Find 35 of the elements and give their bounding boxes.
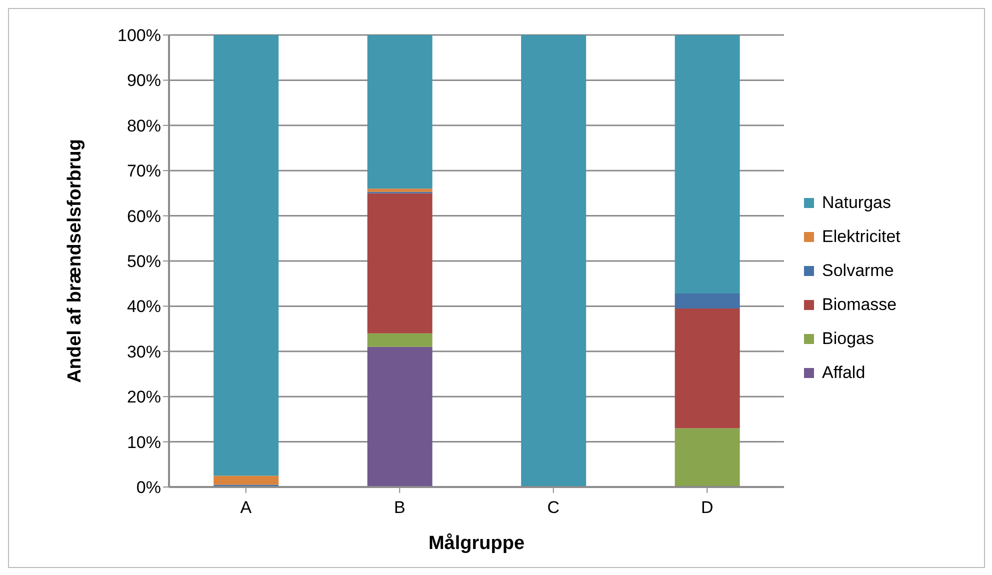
bar (367, 193, 432, 334)
x-axis-title: Målgruppe (428, 533, 525, 554)
x-tick-label: B (394, 498, 406, 518)
y-tick-label: 80% (126, 116, 161, 136)
legend-label: Naturgas (822, 193, 891, 213)
x-tick-label: D (700, 498, 714, 518)
x-tick-label: A (240, 498, 252, 518)
y-tick-label: 90% (126, 71, 161, 90)
y-tick-label: 10% (126, 432, 161, 452)
y-tick-label: 60% (126, 206, 161, 226)
bar (367, 188, 432, 192)
bar (674, 308, 740, 428)
bar (674, 35, 740, 294)
y-tick-label: 70% (126, 162, 161, 181)
legend-label: Affald (822, 363, 866, 383)
legend-label: Biogas (822, 329, 874, 349)
legend-label: Elektricitet (822, 227, 900, 247)
y-tick-label: 30% (126, 342, 161, 362)
bar (367, 333, 432, 347)
bar (214, 35, 279, 476)
y-tick-label: 20% (126, 388, 161, 407)
bar (367, 346, 432, 487)
bar (367, 35, 432, 189)
bar (521, 35, 586, 487)
y-tick-label: 100% (118, 26, 161, 46)
bar (214, 476, 279, 485)
y-axis-title: Andel af brændselsforbrug (64, 139, 86, 383)
x-tick-label: C (547, 498, 560, 518)
legend-label: Biomasse (822, 295, 897, 315)
y-tick-label: 40% (126, 297, 161, 316)
bar (674, 294, 740, 308)
bar (674, 428, 740, 487)
y-tick-label: 0% (136, 478, 161, 498)
y-tick-label: 50% (126, 252, 161, 272)
legend-label: Solvarme (822, 261, 894, 281)
